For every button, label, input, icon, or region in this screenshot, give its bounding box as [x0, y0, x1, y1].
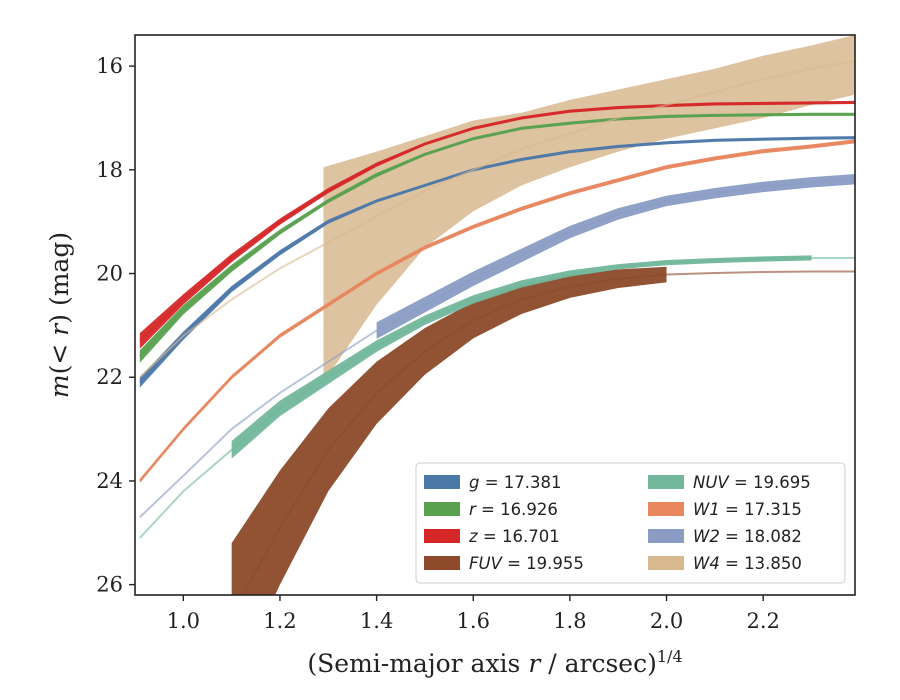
legend-label-r: r = 16.926 — [469, 500, 558, 519]
error-bands — [139, 35, 855, 595]
legend-swatch-w4 — [648, 556, 684, 570]
y-tick-label: 18 — [96, 158, 123, 182]
y-tick-label: 26 — [96, 573, 123, 597]
x-tick-label: 1.4 — [360, 609, 393, 633]
x-tick-label: 1.0 — [167, 609, 200, 633]
y-tick-label: 22 — [96, 365, 123, 389]
x-tick-label: 2.2 — [746, 609, 779, 633]
line-w4 — [139, 59, 855, 378]
legend-label-nuv: NUV = 19.695 — [693, 473, 811, 492]
line-z — [139, 101, 855, 342]
legend-label-w4: W4 = 13.850 — [693, 554, 802, 573]
line-r — [139, 113, 855, 358]
line-w1 — [139, 140, 855, 482]
legend-label-fuv: FUV = 19.955 — [469, 554, 584, 573]
legend-swatch-w1 — [648, 502, 684, 516]
line-g — [139, 136, 855, 384]
line-w2 — [139, 178, 855, 518]
x-tick-label: 2.0 — [650, 609, 683, 633]
legend-swatch-g — [424, 475, 460, 489]
x-axis-title: (Semi-major axis r / arcsec)1/4 — [307, 647, 682, 678]
x-tick-label: 1.6 — [457, 609, 490, 633]
y-tick-label: 16 — [96, 54, 123, 78]
legend-swatch-r — [424, 502, 460, 516]
legend-swatch-w2 — [648, 529, 684, 543]
legend: g = 17.381 r = 16.926 z = 16.701 FUV = 19.9… — [415, 462, 846, 584]
line-fuv — [241, 270, 855, 595]
legend-swatch-fuv — [424, 556, 460, 570]
band-w4 — [323, 35, 855, 383]
axes — [134, 34, 856, 596]
plot-frame — [134, 34, 856, 596]
legend-label-w2: W2 = 18.082 — [693, 527, 802, 546]
x-tick-label: 1.8 — [553, 609, 586, 633]
legend-swatch-z — [424, 529, 460, 543]
y-tick-label: 20 — [96, 262, 123, 286]
legend-box — [415, 462, 846, 584]
legend-swatch-nuv — [648, 475, 684, 489]
series-lines — [139, 59, 855, 595]
y-tick-label: 24 — [96, 469, 123, 493]
legend-label-g: g = 17.381 — [469, 473, 562, 492]
line-nuv — [139, 256, 855, 539]
legend-label-z: z = 16.701 — [468, 527, 560, 546]
y-axis-title: m(< r) (mag) — [45, 232, 74, 398]
x-tick-label: 1.2 — [263, 609, 296, 633]
y-axis-ticks: 16 18 20 22 24 26 — [96, 54, 135, 597]
legend-label-w1: W1 = 17.315 — [693, 500, 802, 519]
x-axis-ticks: 1.0 1.2 1.4 1.6 1.8 2.0 2.2 — [167, 595, 780, 633]
band-fuv — [231, 266, 667, 595]
